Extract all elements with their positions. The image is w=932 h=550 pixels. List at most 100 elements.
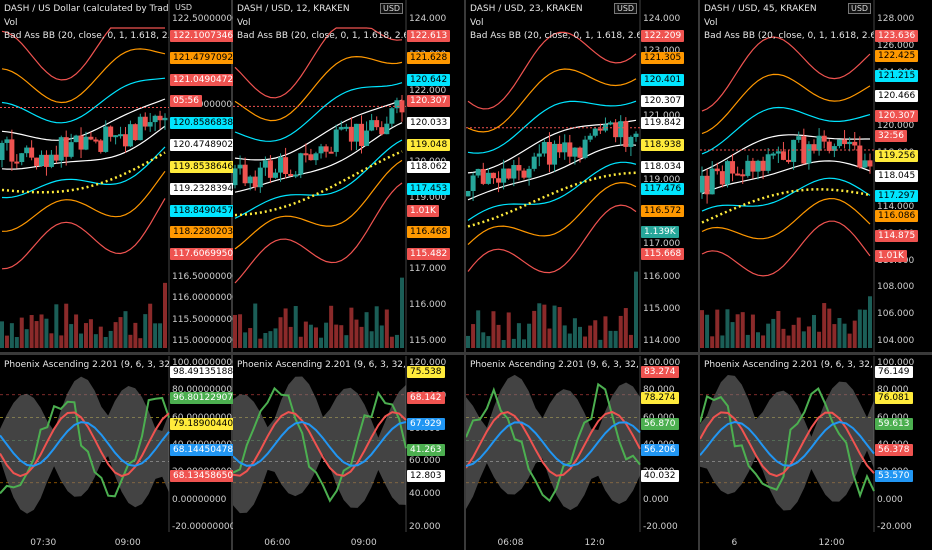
- volume-bar: [108, 330, 113, 348]
- price-badge: 119.85386463: [170, 160, 242, 173]
- candle: [257, 162, 263, 193]
- candle: [791, 139, 797, 170]
- bb-indicator-label[interactable]: Bad Ass BB (20, close, 0, 1, 1.618, 2.61…: [704, 31, 874, 41]
- candle: [384, 116, 390, 135]
- price-badge: 122.425: [875, 50, 919, 62]
- bb-upper-outer-line: [467, 31, 637, 110]
- volume-bar: [832, 324, 837, 348]
- chart-pane-1[interactable]: DASH / US Dollar (calculated by TradingV…: [0, 0, 242, 550]
- volume-bar: [776, 310, 781, 348]
- candle: [103, 120, 109, 153]
- volume-indicator-label[interactable]: Vol: [237, 18, 251, 28]
- volume-bar: [634, 271, 638, 348]
- volume-bar: [293, 306, 298, 348]
- volume-bar: [238, 314, 243, 348]
- oscillator-title[interactable]: Phoenix Ascending 2.201 (9, 6, 3, 32, 0,…: [237, 360, 406, 370]
- price-badge: 119.842: [641, 117, 685, 130]
- price-chart-canvas[interactable]: [233, 0, 464, 352]
- price-axis-tick: 124.000: [643, 14, 681, 24]
- chart-symbol-title[interactable]: DASH / US Dollar (calculated by TradingV…: [4, 4, 169, 14]
- candle: [323, 144, 329, 158]
- bb-upper-mid-line: [1, 48, 166, 104]
- bb-lower-inner-line: [701, 177, 871, 212]
- oscillator-title[interactable]: Phoenix Ascending 2.201 (9, 6, 3, 32, 0,…: [4, 360, 169, 370]
- chart-symbol-title[interactable]: DASH / USD, 12, KRAKEN: [237, 4, 350, 14]
- pane-split-handle[interactable]: [0, 352, 231, 355]
- volume-bar: [532, 310, 537, 348]
- candle: [719, 165, 725, 188]
- volume-bar: [501, 339, 506, 348]
- pane-split-handle[interactable]: [700, 352, 932, 355]
- price-axis-tick: 128.000: [877, 14, 915, 24]
- bb-upper-outer-line: [701, 36, 871, 112]
- candle: [237, 155, 243, 175]
- bb-indicator-label[interactable]: Bad Ass BB (20, close, 0, 1, 1.618, 2.61…: [4, 31, 169, 41]
- chart-pane-3[interactable]: DASH / USD, 23, KRAKEN Vol Bad Ass BB (20,…: [466, 0, 698, 550]
- bb-upper-inner-line: [467, 100, 637, 154]
- volume-indicator-label[interactable]: Vol: [4, 18, 18, 28]
- currency-button[interactable]: USD: [848, 3, 872, 14]
- pane-divider[interactable]: [698, 0, 701, 550]
- pane-split-handle[interactable]: [233, 352, 464, 355]
- oscillator-canvas[interactable]: [700, 356, 932, 532]
- candle: [847, 137, 853, 152]
- candle: [142, 112, 148, 131]
- volume-bar: [133, 322, 138, 348]
- volume-bar: [613, 330, 618, 348]
- price-chart-canvas[interactable]: [466, 0, 698, 352]
- pane-split-handle[interactable]: [466, 352, 698, 355]
- volume-bar: [471, 324, 476, 348]
- volume-bar: [88, 319, 93, 348]
- bb-indicator-label[interactable]: Bad Ass BB (20, close, 0, 1, 1.618, 2.61…: [470, 31, 640, 41]
- price-chart-canvas[interactable]: [700, 0, 932, 352]
- oscillator-axis-tick: 80.000: [877, 385, 909, 396]
- volume-bar: [354, 319, 359, 348]
- volume-indicator-label[interactable]: Vol: [704, 18, 718, 28]
- volume-bar: [740, 312, 745, 348]
- currency-button[interactable]: USD: [614, 3, 638, 14]
- chart-pane-2[interactable]: DASH / USD, 12, KRAKEN Vol Bad Ass BB (20,…: [233, 0, 464, 550]
- bb-lower-inner-line: [1, 146, 166, 199]
- price-chart-canvas[interactable]: [0, 0, 231, 352]
- price-axis-tick: 122.000: [409, 85, 447, 96]
- oscillator-axis-tick: 60.000: [409, 456, 441, 467]
- volume-bar: [374, 306, 379, 348]
- price-axis-tick: 116.00000000: [172, 293, 238, 304]
- chart-symbol-title[interactable]: DASH / USD, 45, KRAKEN: [704, 4, 817, 14]
- oscillator-canvas[interactable]: [233, 356, 464, 532]
- oscillator-canvas[interactable]: [0, 356, 231, 532]
- price-badge: 118.84904576: [170, 204, 242, 217]
- price-badge: 120.307: [641, 95, 685, 108]
- candle: [572, 147, 578, 165]
- volume-bar: [822, 303, 827, 348]
- pane-divider[interactable]: [464, 0, 467, 550]
- candle: [740, 169, 746, 184]
- price-badge: 120.033: [407, 117, 451, 130]
- volume-bar: [522, 339, 526, 348]
- price-badge: 120.401: [641, 73, 685, 86]
- chart-symbol-title[interactable]: DASH / USD, 23, KRAKEN: [470, 4, 583, 14]
- price-axis-tick: 114.000: [643, 336, 681, 346]
- currency-button[interactable]: USD: [380, 3, 404, 14]
- volume-bar: [258, 338, 263, 348]
- oscillator-canvas[interactable]: [466, 356, 698, 532]
- pane-divider[interactable]: [231, 0, 234, 550]
- chart-pane-4[interactable]: DASH / USD, 45, KRAKEN Vol Bad Ass BB (20,…: [700, 0, 932, 550]
- oscillator-blue-line: [700, 420, 875, 467]
- candle: [283, 147, 289, 179]
- oscillator-axis-tick: 40.000: [409, 489, 441, 500]
- bb-lower-outer-line: [701, 220, 871, 277]
- candle: [394, 97, 400, 114]
- price-axis-tick: 114.000: [877, 201, 915, 212]
- volume-bar: [19, 317, 24, 348]
- oscillator-title[interactable]: Phoenix Ascending 2.201 (9, 6, 3, 32, 0,…: [470, 360, 640, 370]
- price-badge: 116.468: [407, 226, 451, 239]
- candle: [359, 115, 365, 154]
- bb-indicator-label[interactable]: Bad Ass BB (20, close, 0, 1, 1.618, 2.61…: [237, 31, 406, 41]
- price-badge: 120.307: [407, 95, 451, 108]
- volume-bar: [79, 333, 84, 348]
- oscillator-title[interactable]: Phoenix Ascending 2.201 (9, 6, 3, 32, 0,…: [704, 360, 874, 370]
- volume-indicator-label[interactable]: Vol: [470, 18, 484, 28]
- currency-button[interactable]: USD: [175, 3, 193, 12]
- oscillator-blue-line: [233, 420, 407, 467]
